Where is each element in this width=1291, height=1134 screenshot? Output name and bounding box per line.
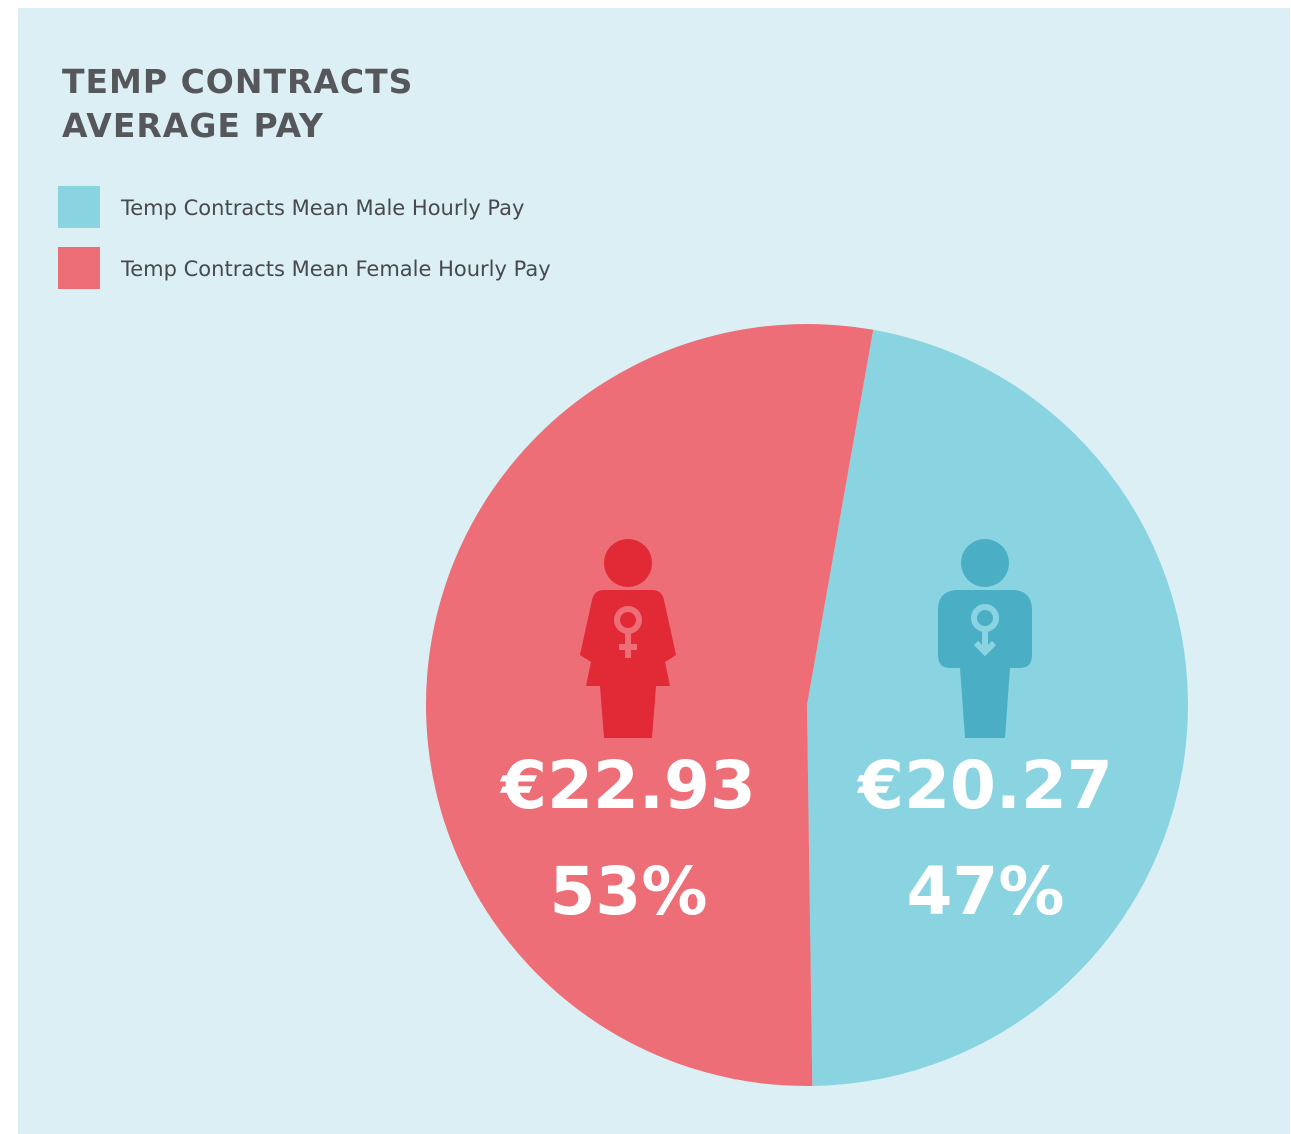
male-icon [938, 539, 1032, 738]
legend-swatch [58, 186, 100, 228]
legend-swatch [58, 247, 100, 289]
chart-title: TEMP CONTRACTS AVERAGE PAY [62, 62, 414, 145]
legend-label: Temp Contracts Mean Male Hourly Pay [121, 196, 525, 220]
amount-label: €22.93 [499, 747, 756, 824]
value-label: 47% [907, 853, 1065, 930]
slices [426, 324, 1189, 1087]
value-label: 53% [550, 853, 708, 930]
amount-label: €20.27 [856, 747, 1113, 824]
female-icon [580, 539, 676, 738]
legend-label: Temp Contracts Mean Female Hourly Pay [121, 257, 551, 281]
labels: €20.27 47% €22.93 53% [499, 747, 1113, 930]
